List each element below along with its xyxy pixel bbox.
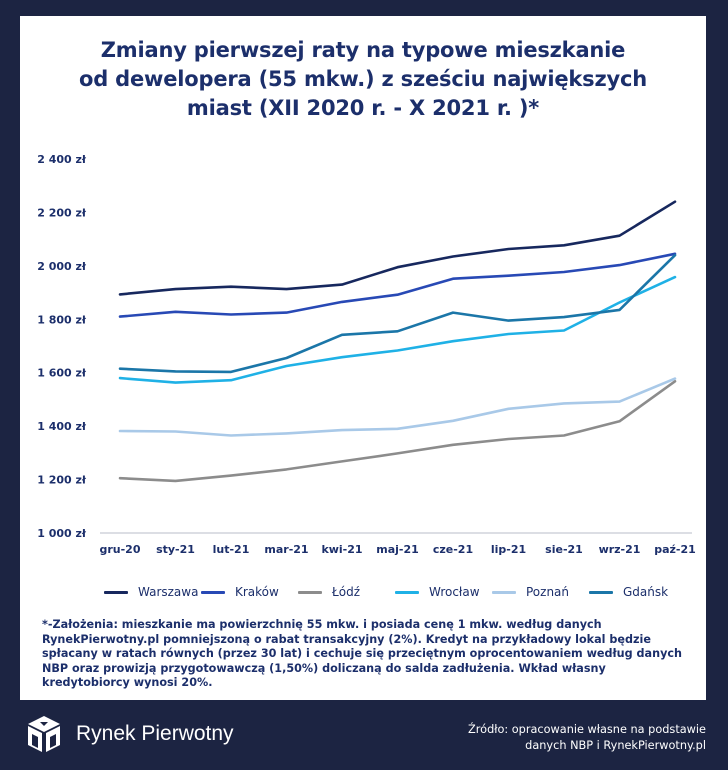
chart-title-line-1: Zmiany pierwszej raty na typowe mieszkan… [100,38,626,62]
chart-series [118,200,677,483]
x-tick-label: sty-21 [156,543,195,556]
y-tick-label: 1 400 zł [37,420,87,433]
series-line-gdańsk [118,253,677,374]
x-axis: gru-20 sty-21 lut-21 mar-21 kwi-21 maj-21 cze-… [99,532,696,556]
rynek-pierwotny-logo-icon [28,716,60,752]
series-line-wrocław [118,275,677,384]
chart-title-line-3: miast (XII 2020 r. - X 2021 r. )* [186,96,540,120]
y-tick-label: 2 200 zł [37,206,87,219]
legend-item: Poznań [492,585,589,599]
legend-label: Warszawa [138,585,199,599]
x-tick-label: kwi-21 [321,543,362,556]
legend-swatch [201,590,225,594]
legend-swatch [104,590,128,594]
source-line-1: Źródło: opracowanie własne na podstawie [468,723,706,736]
legend-label: Wrocław [429,585,480,599]
legend-label: Łódź [332,585,361,599]
legend-swatch [395,590,419,594]
source-note: Źródło: opracowanie własne na podstawie … [468,722,706,754]
series-line-warszawa [118,200,677,296]
y-tick-label: 2 000 zł [37,260,87,273]
legend-item: Gdańsk [589,585,686,599]
x-tick-label: sie-21 [545,543,583,556]
y-tick-label: 2 400 zł [37,153,87,166]
legend-item: Wrocław [395,585,492,599]
x-tick-label: wrz-21 [599,543,641,556]
series-line-poznań [118,377,677,437]
legend-swatch [589,590,613,594]
legend-item: Łódź [298,585,395,599]
brand-name: Rynek Pierwotny [76,722,234,745]
legend-label: Kraków [235,585,279,599]
x-tick-label: maj-21 [376,543,419,556]
chart-legend: Warszawa Kraków Łódź Wrocław Poznań Gdańsk [104,585,686,599]
y-tick-label: 1 200 zł [37,474,87,487]
x-tick-label: cze-21 [433,543,473,556]
brand: Rynek Pierwotny [26,714,234,754]
assumptions-note: *-Założenia: mieszkanie ma powierzchnię … [42,618,682,689]
y-axis: 1 000 zł 1 200 zł 1 400 zł 1 600 zł 1 800 zł… [37,153,87,540]
series-line-kraków [118,252,677,318]
y-tick-label: 1 000 zł [37,527,87,540]
legend-item: Kraków [201,585,298,599]
x-tick-label: gru-20 [99,543,140,556]
legend-swatch [298,590,322,594]
legend-label: Poznań [526,585,570,599]
legend-label: Gdańsk [623,585,669,599]
chart-title: Zmiany pierwszej raty na typowe mieszkan… [20,36,706,123]
chart-title-line-2: od dewelopera (55 mkw.) z sześciu najwię… [79,67,647,91]
legend-swatch [492,590,516,594]
line-chart: 1 000 zł 1 200 zł 1 400 zł 1 600 zł 1 800 zł… [37,153,696,556]
y-tick-label: 1 800 zł [37,313,87,326]
source-line-2: danych NBP i RynekPierwotny.pl [525,739,706,752]
x-tick-label: lip-21 [491,543,526,556]
chart-card: Zmiany pierwszej raty na typowe mieszkan… [20,16,706,700]
x-tick-label: paź-21 [654,543,696,556]
x-tick-label: mar-21 [264,543,308,556]
y-tick-label: 1 600 zł [37,367,87,380]
x-tick-label: lut-21 [213,543,250,556]
legend-item: Warszawa [104,585,201,599]
series-line-łódź [118,379,677,483]
